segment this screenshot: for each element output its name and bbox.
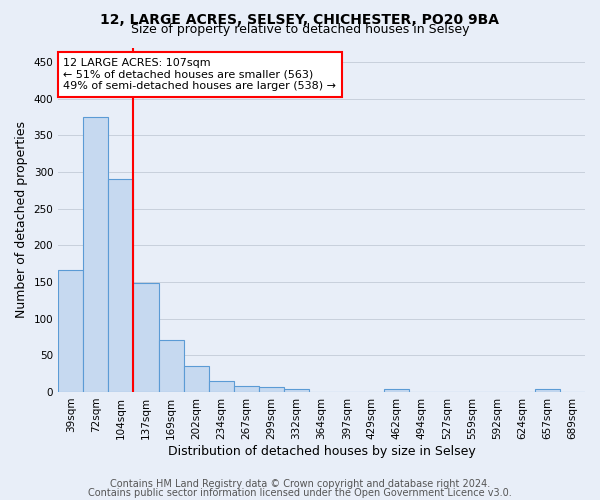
Bar [284, 389, 309, 392]
Bar [184, 366, 209, 392]
Bar [133, 283, 158, 392]
Bar [535, 389, 560, 392]
X-axis label: Distribution of detached houses by size in Selsey: Distribution of detached houses by size … [168, 444, 475, 458]
Bar [158, 340, 184, 392]
Text: Size of property relative to detached houses in Selsey: Size of property relative to detached ho… [131, 22, 469, 36]
Bar [234, 386, 259, 392]
Bar [385, 389, 409, 392]
Bar [209, 381, 234, 392]
Text: Contains HM Land Registry data © Crown copyright and database right 2024.: Contains HM Land Registry data © Crown c… [110, 479, 490, 489]
Text: 12 LARGE ACRES: 107sqm
← 51% of detached houses are smaller (563)
49% of semi-de: 12 LARGE ACRES: 107sqm ← 51% of detached… [64, 58, 337, 91]
Text: 12, LARGE ACRES, SELSEY, CHICHESTER, PO20 9BA: 12, LARGE ACRES, SELSEY, CHICHESTER, PO2… [101, 12, 499, 26]
Bar [83, 117, 109, 392]
Bar [109, 180, 133, 392]
Text: Contains public sector information licensed under the Open Government Licence v3: Contains public sector information licen… [88, 488, 512, 498]
Bar [58, 270, 83, 392]
Bar [259, 387, 284, 392]
Y-axis label: Number of detached properties: Number of detached properties [15, 121, 28, 318]
